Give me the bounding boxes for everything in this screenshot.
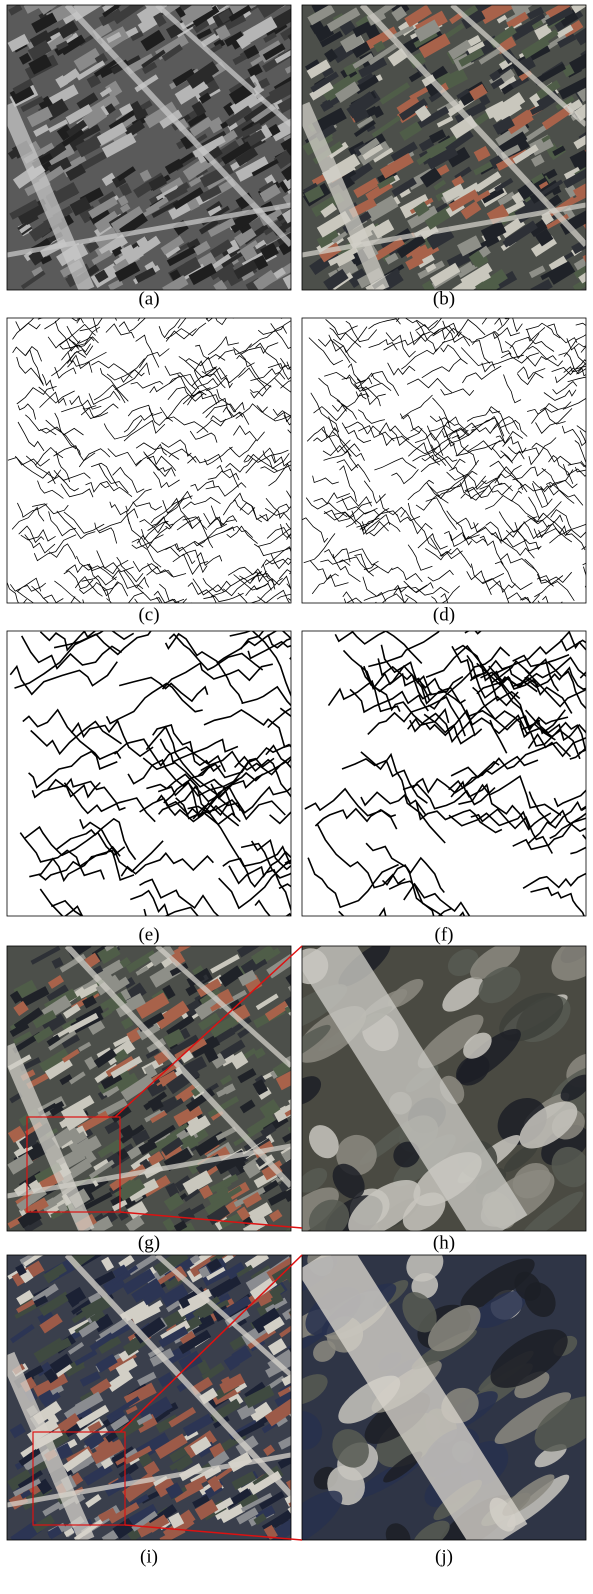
panel-image	[7, 934, 323, 1239]
panel-label: (j)	[435, 1546, 453, 1567]
panel-label: (b)	[433, 288, 455, 309]
panel-image	[7, 304, 329, 641]
panel-image	[7, 1240, 319, 1548]
panel-label: (g)	[138, 1232, 160, 1253]
panel-label: (i)	[140, 1546, 158, 1567]
figure: (a) (b) (c) (d) (e) (f) (g) (h) (i) (j)	[0, 0, 593, 1589]
panel-image	[7, 0, 321, 297]
panel-label: (h)	[433, 1232, 455, 1253]
panel-label: (a)	[138, 288, 159, 309]
panel-label: (c)	[138, 604, 159, 625]
panel-image	[265, 922, 593, 1251]
panel-image	[302, 0, 593, 300]
panel-label: (d)	[433, 604, 455, 625]
page: (a)(b)(c)(d)(e)(f)(g)(h)(i)(j) (() => { …	[0, 0, 593, 1589]
panel-label: (f)	[435, 924, 454, 945]
panel-image	[262, 1240, 593, 1562]
panel-image	[302, 303, 593, 624]
panel-label: (e)	[138, 924, 159, 945]
panel-image	[302, 600, 593, 942]
